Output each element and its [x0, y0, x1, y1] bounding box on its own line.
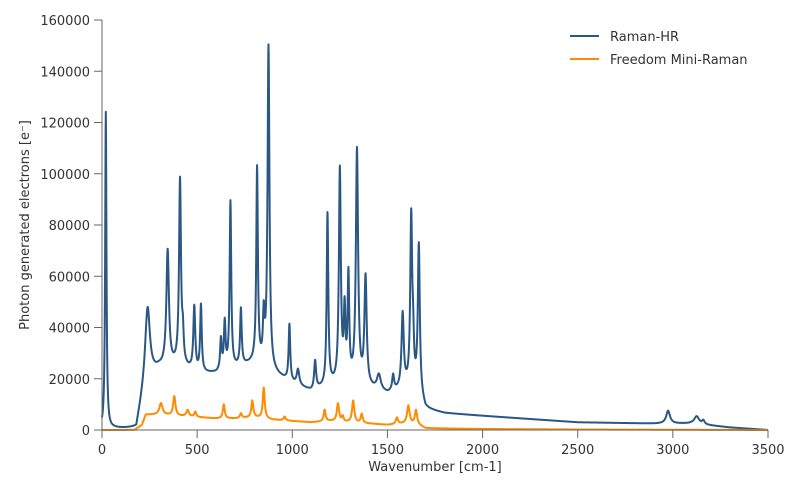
x-tick-label: 1500: [371, 443, 404, 458]
x-tick-label: 500: [185, 443, 210, 458]
x-tick-label: 1000: [276, 443, 309, 458]
y-tick-label: 0: [82, 424, 90, 439]
plot-area: [101, 43, 769, 431]
y-axis-title: Photon generated electrons [e⁻]: [18, 120, 33, 330]
y-tick-label: 60000: [49, 270, 90, 285]
y-tick-label: 120000: [40, 117, 90, 132]
y-ticks: 0 20000 40000 60000 80000 100000 120000 140000 1…: [40, 14, 102, 439]
y-tick-label: 100000: [40, 168, 90, 183]
x-tick-label: 3500: [751, 443, 784, 458]
y-tick-label: 40000: [49, 322, 90, 337]
x-axis: 0 500 1000 1500 2000 2500 3000 3500: [98, 429, 785, 458]
series-line-freedom-mini-raman: [101, 386, 769, 431]
legend-label-raman-hr: Raman-HR: [610, 30, 679, 45]
y-tick-label: 160000: [40, 14, 90, 29]
y-tick-label: 140000: [40, 65, 90, 80]
x-tick-label: 2500: [561, 443, 594, 458]
x-axis-title: Wavenumber [cm-1]: [368, 460, 501, 475]
x-ticks: 0 500 1000 1500 2000 2500 3000 3500: [98, 430, 785, 458]
x-tick-label: 0: [98, 443, 106, 458]
y-axis: 0 20000 40000 60000 80000 100000 120000 140000 1…: [40, 14, 103, 439]
legend: Raman-HR Freedom Mini-Raman: [570, 30, 748, 68]
y-tick-label: 20000: [49, 373, 90, 388]
series-line-raman-hr: [101, 43, 769, 431]
x-tick-label: 2000: [466, 443, 499, 458]
legend-label-freedom-mini-raman: Freedom Mini-Raman: [610, 53, 748, 68]
y-tick-label: 80000: [49, 219, 90, 234]
legend-item-freedom-mini-raman[interactable]: Freedom Mini-Raman: [570, 53, 748, 68]
legend-item-raman-hr[interactable]: Raman-HR: [570, 30, 679, 45]
x-tick-label: 3000: [656, 443, 689, 458]
